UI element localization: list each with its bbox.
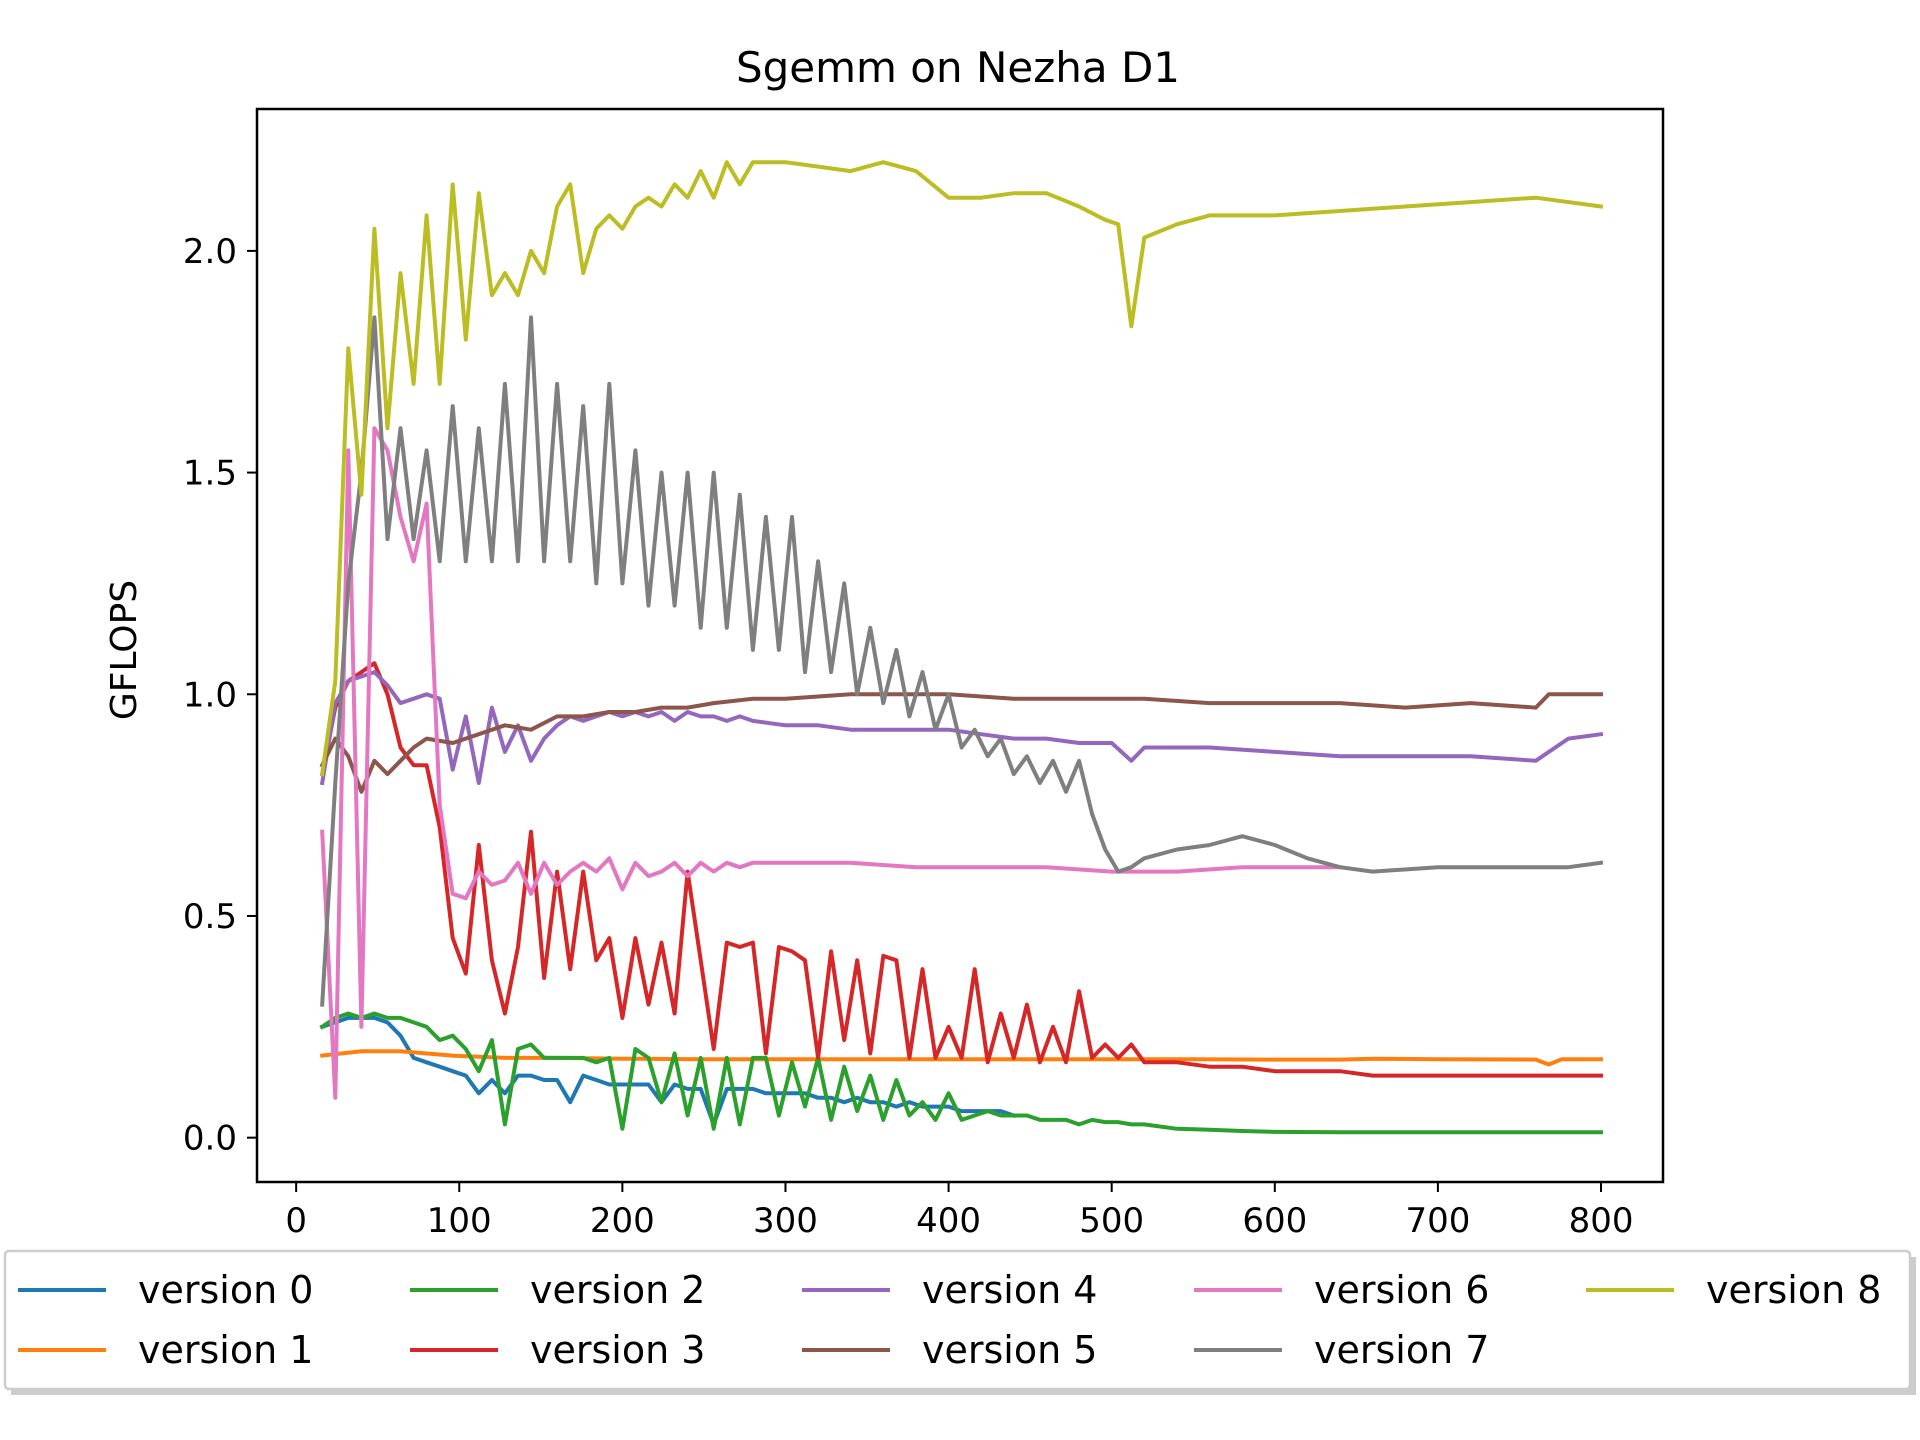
legend-label: version 3 [530,1328,705,1372]
series-line-3 [319,661,1603,1078]
legend-label: version 1 [138,1328,313,1372]
legend-label: version 0 [138,1268,313,1312]
chart-title: Sgemm on Nezha D1 [736,43,1180,92]
series-line-7 [320,315,1604,1007]
x-tick-label: 500 [1079,1201,1144,1241]
x-axis: 0 100 200 300 400 500 600 700 800 [285,1182,1633,1241]
legend-box [3,1249,1912,1391]
series-line-8 [319,160,1604,777]
x-tick-label: 800 [1569,1201,1634,1241]
legend-label: version 4 [922,1268,1097,1312]
legend-label: version 5 [922,1328,1097,1372]
x-tick-label: 0 [285,1201,307,1241]
plot-lines [319,160,1604,1135]
plot-frame [255,107,1665,1184]
series-line-4 [319,670,1604,786]
legend-label: version 7 [1314,1328,1489,1372]
y-tick-label: 1.0 [183,675,237,715]
x-tick-label: 300 [753,1201,818,1241]
series-line-2 [319,1011,1603,1135]
legend-label: version 2 [530,1268,705,1312]
x-tick-label: 700 [1405,1201,1470,1241]
y-tick-label: 2.0 [183,232,237,272]
series-line-0 [319,1015,1017,1127]
y-tick-label: 1.5 [183,454,237,494]
y-tick-label: 0.0 [183,1119,237,1159]
legend: version 0 version 1 version 2 version 3 vers… [3,1249,1916,1395]
series-line-5 [319,692,1603,794]
x-tick-label: 200 [590,1201,655,1241]
legend-label: version 6 [1314,1268,1489,1312]
x-tick-label: 400 [916,1201,981,1241]
series-line-6 [320,426,1342,1100]
y-axis-label: GFLOPS [104,580,145,720]
legend-label: version 8 [1706,1268,1881,1312]
x-tick-label: 100 [427,1201,492,1241]
y-tick-label: 0.5 [183,897,237,937]
x-tick-label: 600 [1242,1201,1307,1241]
y-axis: 0.0 0.5 1.0 1.5 2.0 [183,232,257,1159]
